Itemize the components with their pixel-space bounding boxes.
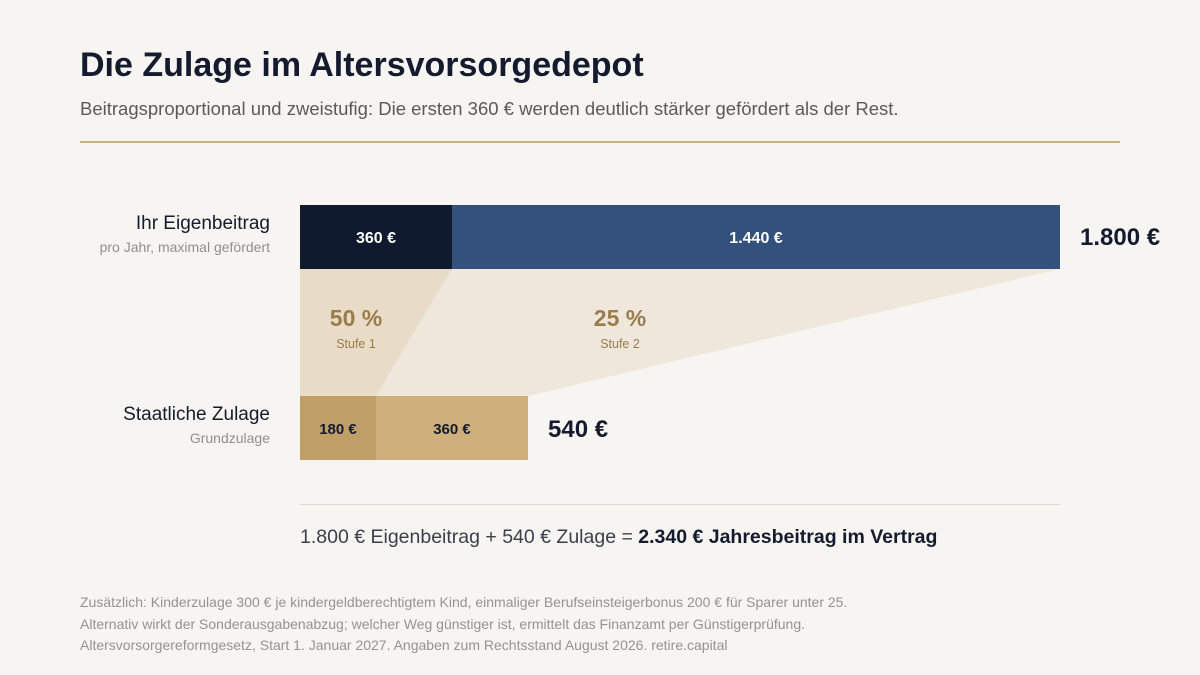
footnotes: Zusätzlich: Kinderzulage 300 € je kinder… [80, 592, 847, 657]
page-subtitle: Beitragsproportional und zweistufig: Die… [80, 98, 899, 119]
subsidy-label: Staatliche Zulage [123, 404, 270, 425]
contribution-segment-label: 360 € [356, 230, 396, 247]
contribution-segment-label: 1.440 € [729, 230, 782, 247]
subsidy-sublabel: Grundzulage [189, 430, 270, 446]
subsidy-total: 540 € [548, 416, 608, 443]
rate-value-stufe-1: 50 % [330, 305, 382, 331]
subsidy-row-label: Staatliche Zulage Grundzulage [0, 404, 270, 446]
rate-zone-stufe-1 [300, 269, 452, 396]
header-divider [80, 141, 1120, 143]
subsidy-segment-label: 360 € [433, 421, 471, 438]
contribution-bar-segment [300, 205, 452, 269]
footnote-line: Alternativ wirkt der Sonderausgabenabzug… [80, 615, 805, 632]
subsidy-bar-segment [300, 396, 376, 460]
rate-value-stufe-2: 25 % [594, 305, 646, 331]
page-title: Die Zulage im Altersvorsorgedepot [80, 46, 644, 84]
contribution-total: 1.800 € [1080, 224, 1160, 251]
equation-result: 2.340 € Jahresbeitrag im Vertrag [638, 526, 938, 548]
rate-label-stufe-2: Stufe 2 [600, 337, 640, 351]
contribution-label: Ihr Eigenbeitrag [135, 213, 270, 234]
equation-text: 1.800 € Eigenbeitrag + 540 € Zulage = 2.… [300, 526, 937, 549]
equation-part: 1.800 € Eigenbeitrag + 540 € Zulage = [300, 526, 639, 548]
rate-zone-stufe-2 [376, 269, 1060, 396]
subsidy-bar-segment [376, 396, 528, 460]
rate-label-stufe-1: Stufe 1 [336, 337, 376, 351]
equation-divider [300, 504, 1060, 505]
contribution-sublabel: pro Jahr, maximal gefördert [99, 239, 270, 255]
contribution-bar-segment [452, 205, 1060, 269]
subsidy-segment-label: 180 € [319, 421, 357, 438]
footnote-line: Altersvorsorgereformgesetz, Start 1. Jan… [80, 637, 728, 653]
contribution-row-label: Ihr Eigenbeitrag pro Jahr, maximal geför… [0, 213, 270, 255]
footnote-line: Zusätzlich: Kinderzulage 300 € je kinder… [80, 594, 848, 610]
